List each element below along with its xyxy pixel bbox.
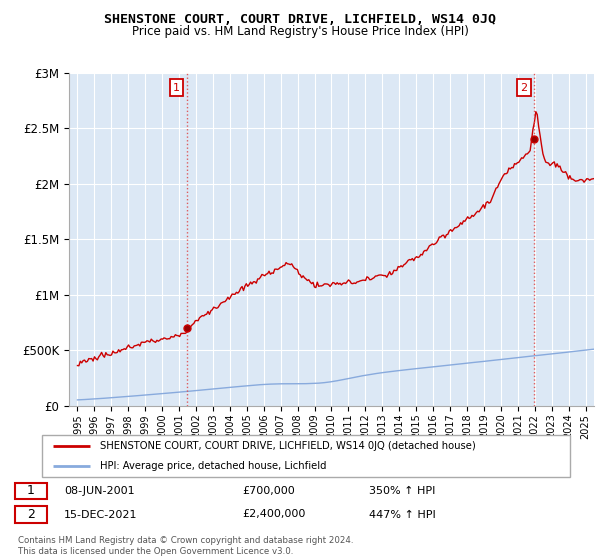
Text: HPI: Average price, detached house, Lichfield: HPI: Average price, detached house, Lich… — [100, 461, 326, 471]
Text: 350% ↑ HPI: 350% ↑ HPI — [369, 486, 436, 496]
Text: Price paid vs. HM Land Registry's House Price Index (HPI): Price paid vs. HM Land Registry's House … — [131, 25, 469, 38]
Text: Contains HM Land Registry data © Crown copyright and database right 2024.
This d: Contains HM Land Registry data © Crown c… — [18, 536, 353, 556]
Text: 1: 1 — [27, 484, 35, 497]
Text: 08-JUN-2001: 08-JUN-2001 — [64, 486, 134, 496]
Text: £2,400,000: £2,400,000 — [242, 510, 306, 520]
Text: SHENSTONE COURT, COURT DRIVE, LICHFIELD, WS14 0JQ: SHENSTONE COURT, COURT DRIVE, LICHFIELD,… — [104, 13, 496, 26]
Text: 2: 2 — [27, 508, 35, 521]
Bar — [15, 483, 47, 499]
Text: SHENSTONE COURT, COURT DRIVE, LICHFIELD, WS14 0JQ (detached house): SHENSTONE COURT, COURT DRIVE, LICHFIELD,… — [100, 441, 476, 451]
Text: £700,000: £700,000 — [242, 486, 295, 496]
Text: 447% ↑ HPI: 447% ↑ HPI — [369, 510, 436, 520]
Text: 2: 2 — [520, 83, 527, 93]
Bar — [15, 506, 47, 522]
Text: 1: 1 — [173, 83, 180, 93]
Text: 15-DEC-2021: 15-DEC-2021 — [64, 510, 137, 520]
